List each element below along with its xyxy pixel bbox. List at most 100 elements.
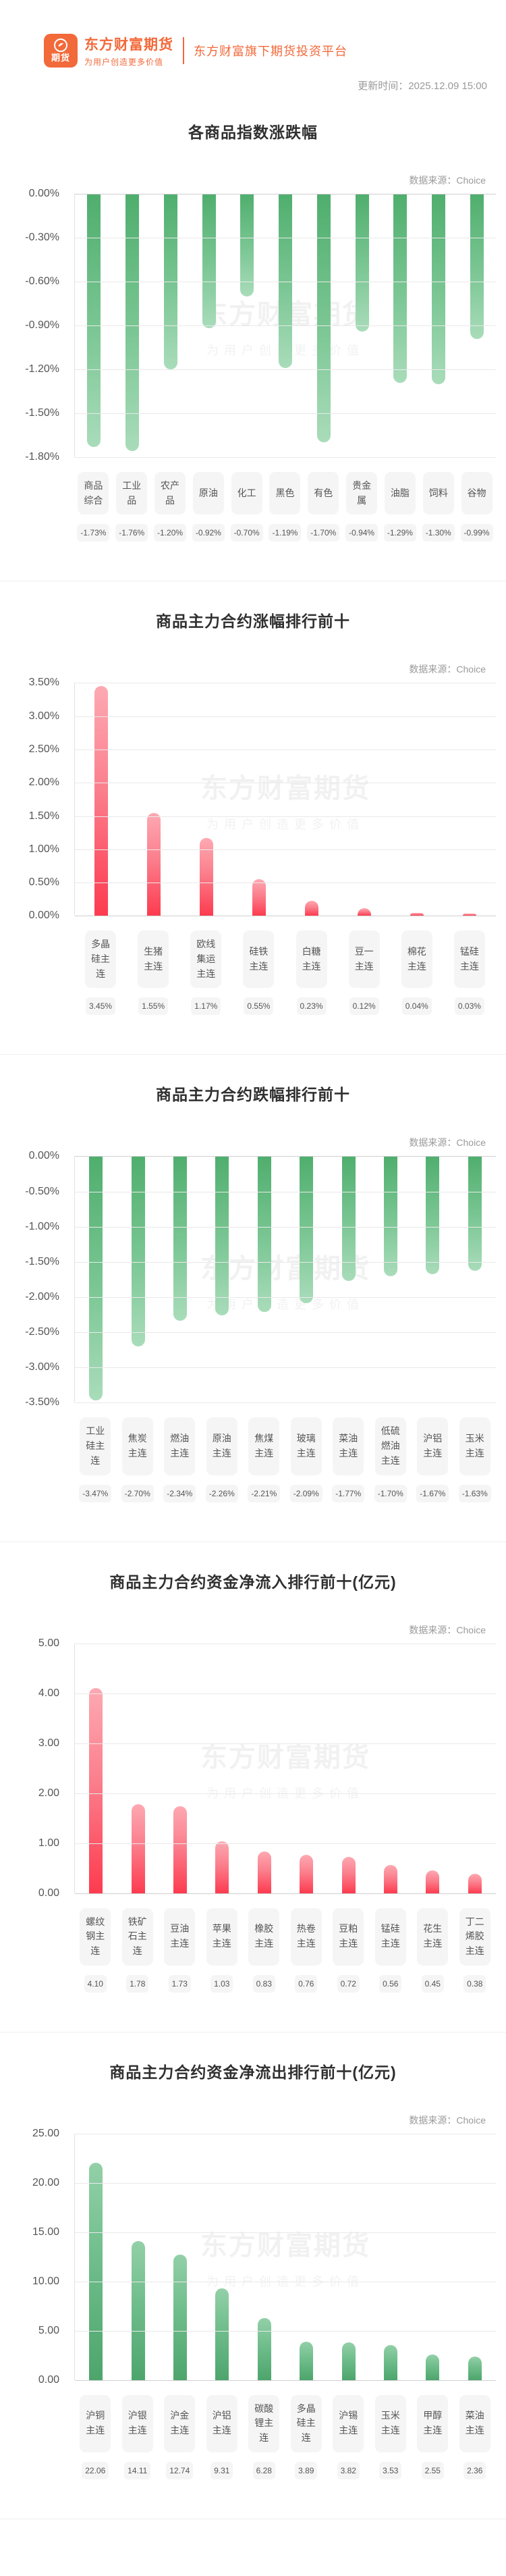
value-label: 0.76 [295,1974,318,1993]
category-labels-row: 商品综合 工业品 农产品 原油 化工 黑色 有色 贵金属 油脂 饲料 谷物 [74,472,496,515]
bar [87,194,101,447]
category-label: 沪金主连 [164,2394,196,2452]
bar [470,194,484,339]
bar-column [159,2134,201,2380]
value-cell: -2.34% [159,1484,201,1502]
value-label: 3.45% [86,997,116,1016]
bar [200,838,213,916]
chart-section-net-outflow: 商品主力合约资金净流出排行前十(亿元) 数据来源：Choice 25.00 20.… [0,2032,506,2519]
category-label-cell: 沪铝主连 [412,1417,454,1475]
value-cell: 12.74 [159,2461,201,2479]
category-label-cell: 玻璃主连 [285,1417,328,1475]
value-label: -2.21% [248,1484,281,1502]
gridline [75,369,496,370]
y-axis-tick: 0.00% [28,910,59,922]
gridline [75,1297,496,1298]
value-label: 0.83 [252,1974,275,1993]
category-label-cell: 欧线集运主连 [179,930,232,989]
category-label-cell: 玉米主连 [454,1417,497,1475]
chart-title: 商品主力合约跌幅排行前十 [156,1086,350,1104]
value-label: 0.12% [349,997,379,1016]
gridline [75,716,496,717]
y-axis-tick: -1.00% [25,1220,59,1232]
category-label: 锰硅主连 [453,930,485,989]
bar-column [457,194,496,457]
category-label: 菜油主连 [459,2394,490,2452]
value-cell: 2.55 [412,2461,454,2479]
bar [384,1156,398,1276]
plot-area: 东方财富期货 为用户创造更多价值 [74,194,496,458]
category-label: 沪铝主连 [206,2394,237,2452]
category-label: 黑色 [269,472,301,515]
category-label: 玉米主连 [374,2394,406,2452]
value-cell: 2.36 [454,2461,497,2479]
brand-text-block: 东方财富期货 为用户创造更多价值 [84,34,173,68]
value-label: 0.03% [454,997,484,1016]
bar-column [327,1156,369,1402]
plot-wrap: 5.00 4.00 3.00 2.00 1.00 0.00 东方财富期货 为用户创造更多价… [0,1637,496,1899]
bar-column [381,194,420,457]
value-cell: -1.30% [419,524,457,542]
bar [125,194,140,452]
bar-column [285,1156,327,1402]
value-label: -3.47% [79,1484,112,1502]
platform-subtitle: 东方财富旗下期货投资平台 [194,45,347,58]
category-label-cell: 谷物 [457,472,496,515]
gridline [75,2182,496,2184]
page-header: 期货 东方财富期货 为用户创造更多价值 东方财富旗下期货投资平台 更新时间：20… [0,0,506,93]
y-axis: 0.00% -0.30% -0.60% -0.90% -1.20% -1.50% -1.80… [0,188,67,463]
brand-row: 期货 东方财富期货 为用户创造更多价值 东方财富旗下期货投资平台 [44,34,487,68]
category-label: 工业硅主连 [80,1417,111,1475]
category-label: 焦炭主连 [121,1417,153,1475]
category-label-cell: 螺纹钢主连 [74,1908,117,1966]
bar-column [370,1156,412,1402]
bar [341,2342,356,2380]
chart-section-net-inflow: 商品主力合约资金净流入排行前十(亿元) 数据来源：Choice 5.00 4.00… [0,1542,506,2032]
value-cell: -0.92% [189,524,227,542]
bar [305,900,318,916]
bar [215,1156,229,1316]
category-label-cell: 贵金属 [343,472,381,515]
bar-column [343,194,381,457]
bar [358,908,371,916]
y-axis-tick: -3.00% [25,1361,59,1373]
brand-name: 东方财富期货 [84,37,173,53]
category-label: 沪铜主连 [80,2394,111,2452]
category-label-cell: 锰硅主连 [443,930,496,989]
value-cell: -0.99% [457,524,496,542]
value-label: 6.28 [252,2461,275,2479]
category-label-cell: 焦炭主连 [117,1417,159,1475]
category-label-cell: 多晶硅主连 [74,930,127,989]
value-label: -1.73% [77,524,110,542]
chart-section-top-gainers: 商品主力合约涨幅排行前十 数据来源：Choice 3.50% 3.00% 2.50%… [0,581,506,1055]
gridline [75,457,496,458]
category-label-cell: 苹果主连 [201,1908,244,1966]
category-label: 玉米主连 [459,1417,490,1475]
y-axis-tick: 4.00 [38,1687,59,1699]
bar [252,879,266,916]
data-source-label: 数据来源：Choice [409,1624,486,1635]
bar-column [75,683,128,916]
y-axis-tick: 3.50% [28,677,59,689]
bars-container [75,1156,496,1402]
bar-column [117,2134,159,2380]
plot-area: 东方财富期货 为用户创造更多价值 [74,1156,496,1404]
bar-column [454,1644,496,1893]
y-axis-tick: -0.90% [25,319,59,331]
category-label: 铁矿石主连 [121,1908,153,1966]
values-row: -3.47% -2.70% -2.34% -2.26% -2.21% -2.09% -1.7… [74,1484,496,1502]
category-label-cell: 菜油主连 [454,2394,497,2452]
category-label-cell: 棉花主连 [391,930,443,989]
value-label: 1.17% [191,997,221,1016]
data-source-label: 数据来源：Choice [409,664,486,675]
category-label: 螺纹钢主连 [80,1908,111,1966]
plot-area: 东方财富期货 为用户创造更多价值 [74,1643,496,1894]
bars-container [75,2134,496,2380]
value-label: 3.82 [337,2461,360,2479]
bar [215,1841,229,1893]
value-cell: -1.20% [151,524,190,542]
bar [173,1806,188,1893]
bar [257,1156,271,1312]
category-label-cell: 农产品 [151,472,190,515]
y-axis-tick: 5.00 [38,2324,59,2336]
